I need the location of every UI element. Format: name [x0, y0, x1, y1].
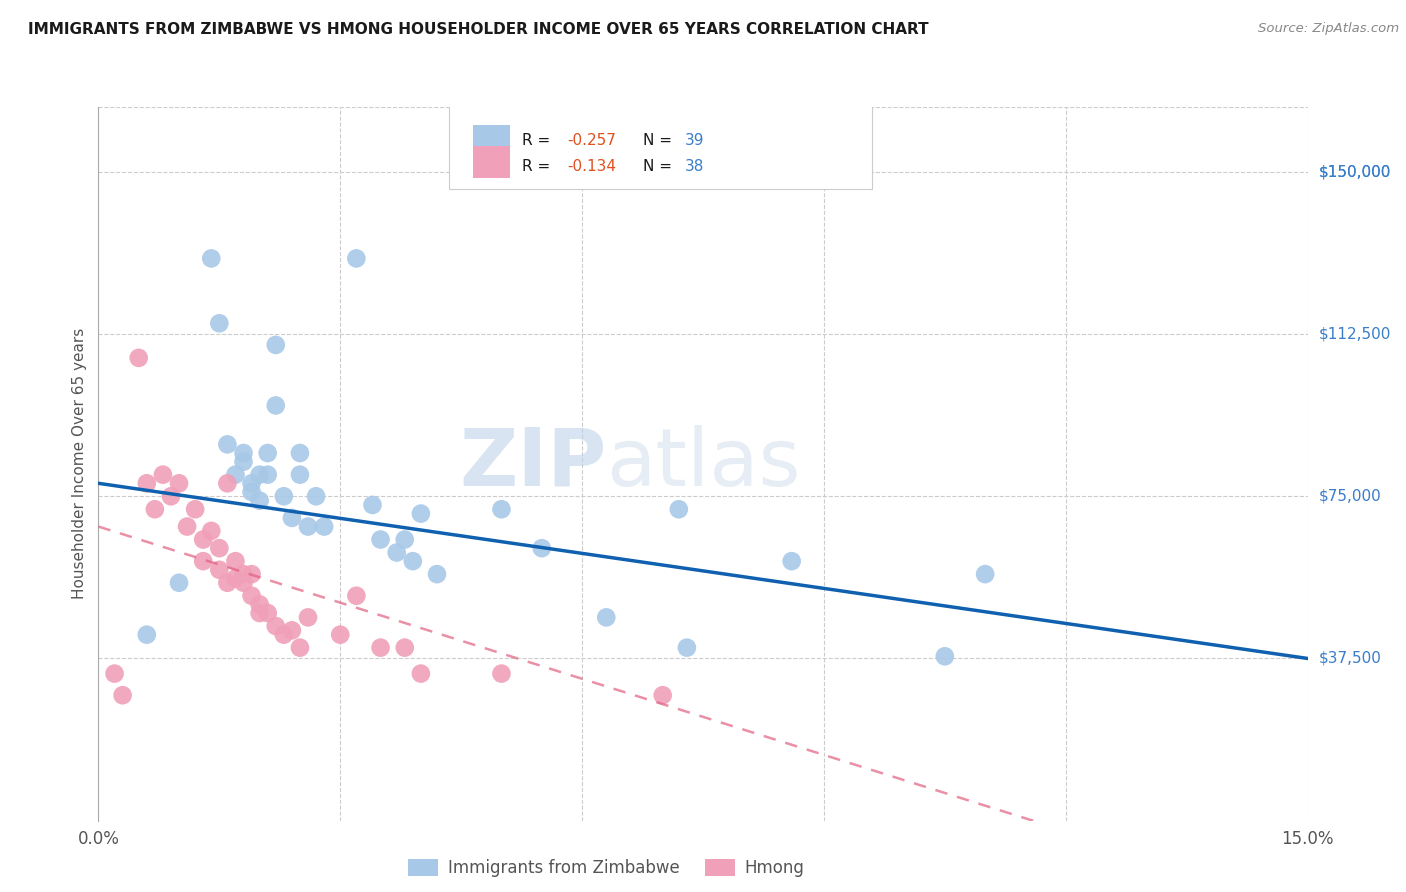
Point [409, 507, 432, 521]
Point [288, 446, 311, 460]
Point [361, 498, 384, 512]
Point [409, 666, 432, 681]
Text: $150,000: $150,000 [1319, 164, 1391, 179]
FancyBboxPatch shape [474, 146, 509, 178]
Point [176, 519, 198, 533]
Point [224, 571, 246, 585]
Point [676, 640, 699, 655]
Point [402, 554, 425, 568]
Point [281, 511, 304, 525]
Text: 39: 39 [685, 133, 704, 148]
Point [264, 399, 287, 413]
Point [217, 575, 239, 590]
Point [232, 455, 254, 469]
Point [264, 338, 287, 352]
Point [193, 533, 215, 547]
Point [208, 563, 231, 577]
Point [193, 554, 215, 568]
Point [249, 606, 271, 620]
Point [160, 489, 183, 503]
Text: $112,500: $112,500 [1319, 326, 1391, 342]
Point [305, 489, 328, 503]
Point [314, 519, 336, 533]
Text: ZIP: ZIP [458, 425, 606, 503]
Point [595, 610, 617, 624]
Point [232, 575, 254, 590]
Point [370, 640, 392, 655]
FancyBboxPatch shape [449, 103, 872, 189]
Point [273, 489, 295, 503]
Point [232, 446, 254, 460]
Point [240, 567, 263, 582]
Point [128, 351, 150, 365]
Point [184, 502, 207, 516]
Point [152, 467, 174, 482]
Point [240, 589, 263, 603]
Text: R =: R = [522, 133, 555, 148]
Point [249, 598, 271, 612]
Point [491, 666, 513, 681]
Point [780, 554, 803, 568]
Point [111, 688, 134, 702]
Text: IMMIGRANTS FROM ZIMBABWE VS HMONG HOUSEHOLDER INCOME OVER 65 YEARS CORRELATION C: IMMIGRANTS FROM ZIMBABWE VS HMONG HOUSEH… [28, 22, 929, 37]
Text: -0.257: -0.257 [568, 133, 616, 148]
Text: $75,000: $75,000 [1319, 489, 1382, 504]
Point [217, 476, 239, 491]
Point [288, 640, 311, 655]
Point [297, 610, 319, 624]
Text: $150,000: $150,000 [1319, 164, 1391, 179]
Point [103, 666, 125, 681]
Y-axis label: Householder Income Over 65 years: Householder Income Over 65 years [72, 328, 87, 599]
Text: 38: 38 [685, 160, 704, 175]
Point [208, 316, 231, 330]
Point [249, 493, 271, 508]
Point [135, 628, 157, 642]
Point [426, 567, 449, 582]
Text: R =: R = [522, 160, 555, 175]
Point [394, 640, 416, 655]
Point [530, 541, 553, 556]
Point [224, 467, 246, 482]
Point [217, 437, 239, 451]
Point [256, 446, 278, 460]
Text: atlas: atlas [606, 425, 800, 503]
Point [167, 575, 190, 590]
Point [288, 467, 311, 482]
Point [167, 476, 190, 491]
Point [370, 533, 392, 547]
Point [224, 554, 246, 568]
FancyBboxPatch shape [474, 125, 509, 157]
Point [974, 567, 997, 582]
Point [232, 567, 254, 582]
Point [143, 502, 166, 516]
Point [651, 688, 673, 702]
Point [249, 467, 271, 482]
Point [385, 545, 408, 559]
Point [256, 467, 278, 482]
Point [344, 252, 367, 266]
Point [668, 502, 690, 516]
Point [208, 541, 231, 556]
Point [394, 533, 416, 547]
Point [297, 519, 319, 533]
Text: $37,500: $37,500 [1319, 651, 1382, 666]
Point [264, 619, 287, 633]
Point [273, 628, 295, 642]
Point [200, 524, 222, 538]
Legend: Immigrants from Zimbabwe, Hmong: Immigrants from Zimbabwe, Hmong [401, 852, 811, 884]
Point [281, 624, 304, 638]
Point [491, 502, 513, 516]
Point [344, 589, 367, 603]
Point [329, 628, 352, 642]
Text: N =: N = [643, 133, 676, 148]
Point [135, 476, 157, 491]
Point [240, 476, 263, 491]
Text: N =: N = [643, 160, 676, 175]
Point [256, 606, 278, 620]
Text: Source: ZipAtlas.com: Source: ZipAtlas.com [1258, 22, 1399, 36]
Text: -0.134: -0.134 [568, 160, 617, 175]
Point [240, 485, 263, 500]
Point [934, 649, 956, 664]
Point [200, 252, 222, 266]
